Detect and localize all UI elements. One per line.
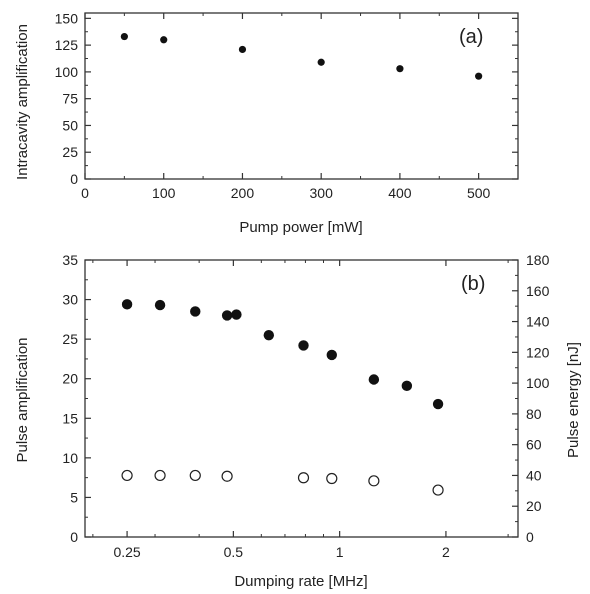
y-tick-label-b: 15 (62, 410, 78, 426)
data-point-a (160, 36, 168, 44)
y-axis-label-b: Pulse amplification (14, 337, 31, 462)
data-point-open-b (432, 484, 444, 496)
plot-frame-b (84, 259, 519, 538)
y2-tick-label-b: 60 (526, 437, 542, 453)
marks-b (121, 299, 444, 496)
panel-b: 0.25 0.5 1 20510152025303502040608010012014… (14, 252, 582, 590)
data-point-filled-b (154, 299, 166, 311)
y-tick-label-a: 75 (62, 91, 78, 107)
y-tick-label-b: 10 (62, 450, 78, 466)
panel-label-b: (b) (461, 273, 485, 295)
y2-tick-label-b: 100 (526, 375, 550, 391)
data-point-open-b (326, 472, 338, 485)
y2-tick-label-b: 180 (526, 252, 550, 268)
data-point-a (475, 72, 483, 80)
x-tick-label-a: 500 (467, 185, 491, 201)
data-point-a (120, 32, 128, 41)
data-point-a (317, 58, 325, 66)
x-tick-label-a: 0 (81, 185, 89, 201)
data-point-open-b (154, 469, 166, 482)
y-tick-label-a: 125 (55, 37, 79, 53)
y2-tick-label-b: 80 (526, 406, 542, 422)
x-tick-label-b: 0.25 (113, 544, 140, 560)
x-tick-label-a: 400 (388, 185, 412, 201)
y-tick-label-b: 35 (62, 252, 78, 268)
data-point-open-b (297, 472, 310, 484)
data-point-filled-b (401, 380, 413, 392)
y2-tick-label-b: 140 (526, 314, 550, 330)
panel-a: 0 100 200 300 400 500 0 25 50 75 100 125 150 (a) Pum… (14, 10, 519, 236)
y2-axis-label-b: Pulse energy [nJ] (565, 342, 582, 458)
y-tick-label-a: 50 (62, 117, 78, 133)
data-point-filled-b (190, 306, 201, 317)
x-axis-label-a: Pump power [mW] (239, 219, 362, 236)
x-tick-label-b: 0.5 (224, 544, 244, 560)
x-tick-label-a: 200 (231, 185, 255, 201)
y-tick-label-a: 100 (55, 64, 79, 80)
data-point-open-b (189, 469, 201, 482)
data-point-a (238, 45, 247, 54)
data-point-filled-b (121, 299, 133, 310)
y2-tick-label-b: 160 (526, 283, 550, 299)
y-tick-label-b: 0 (70, 529, 78, 545)
marks-a (120, 32, 483, 80)
data-point-filled-b (326, 349, 337, 361)
data-point-a (396, 65, 404, 73)
y2-tick-label-b: 120 (526, 344, 550, 360)
x-tick-label-b: 2 (442, 544, 450, 560)
x-tick-label-a: 100 (152, 185, 176, 201)
y-tick-label-b: 20 (62, 371, 78, 387)
y-tick-label-b: 5 (70, 489, 78, 505)
data-point-open-b (221, 470, 233, 482)
y-tick-label-a: 0 (70, 171, 78, 187)
y-tick-label-b: 25 (62, 331, 78, 347)
data-point-filled-b (263, 329, 275, 341)
data-point-filled-b (432, 398, 444, 410)
x-tick-label-a: 300 (310, 185, 334, 201)
y2-tick-label-b: 40 (526, 467, 542, 483)
panel-label-a: (a) (459, 26, 483, 48)
data-point-filled-b (231, 309, 242, 320)
data-point-filled-b (298, 340, 309, 351)
x-axis-label-b: Dumping rate [MHz] (234, 573, 367, 590)
y2-tick-label-b: 20 (526, 498, 542, 514)
y-tick-label-a: 150 (55, 10, 79, 26)
y-axis-label-a: Intracavity amplification (14, 24, 31, 180)
ticks-b: 0.25 0.5 1 20510152025303502040608010012014… (62, 252, 549, 560)
x-tick-label-b: 1 (336, 544, 344, 560)
plot-frame-a (84, 12, 519, 180)
data-point-filled-b (221, 310, 233, 321)
data-point-filled-b (368, 374, 380, 385)
y-tick-label-a: 25 (62, 144, 78, 160)
y2-tick-label-b: 0 (526, 529, 534, 545)
y-tick-label-b: 30 (62, 292, 78, 308)
data-point-open-b (121, 469, 133, 482)
data-point-open-b (368, 475, 380, 487)
ticks-a: 0 100 200 300 400 500 0 25 50 75 100 125 150 (55, 10, 518, 201)
